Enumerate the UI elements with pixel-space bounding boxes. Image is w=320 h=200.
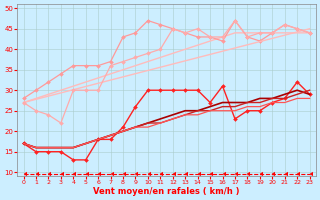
X-axis label: Vent moyen/en rafales ( km/h ): Vent moyen/en rafales ( km/h )	[93, 187, 240, 196]
